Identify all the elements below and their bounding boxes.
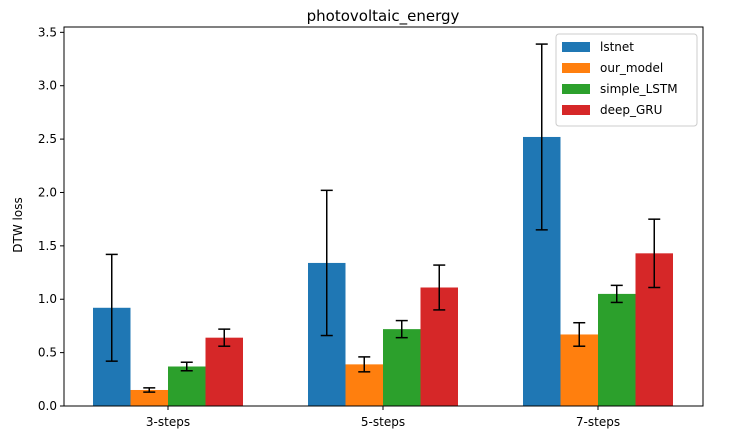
- bar-simple_LSTM-5-steps: [383, 329, 421, 406]
- y-tick-label: 2.5: [38, 132, 57, 146]
- bar-simple_LSTM-3-steps: [168, 366, 206, 406]
- legend-frame: [555, 33, 698, 127]
- legend-swatch-lstnet: [562, 42, 590, 52]
- legend: lstnet our_model simple_LSTM deep_GRU: [555, 33, 698, 127]
- legend-label-our_model: our_model: [600, 61, 663, 75]
- y-tick-label: 2.0: [38, 185, 57, 199]
- y-tick-label: 0.5: [38, 346, 57, 360]
- legend-label-deep_GRU: deep_GRU: [600, 103, 662, 117]
- y-tick-label: 1.0: [38, 292, 57, 306]
- legend-swatch-our_model: [562, 63, 590, 73]
- x-tick-label: 3-steps: [146, 415, 190, 429]
- bar-our_model-3-steps: [130, 389, 168, 406]
- y-tick-label: 3.5: [38, 25, 57, 39]
- chart-title: photovoltaic_energy: [307, 7, 460, 26]
- x-tick-label: 5-steps: [361, 415, 405, 429]
- y-axis-label: DTW loss: [11, 197, 25, 252]
- y-tick-label: 0.0: [38, 399, 57, 413]
- bar-deep_GRU-3-steps: [205, 337, 243, 406]
- legend-swatch-simple_LSTM: [562, 84, 590, 94]
- bar-simple_LSTM-7-steps: [598, 293, 636, 406]
- y-tick-label: 1.5: [38, 239, 57, 253]
- legend-swatch-deep_GRU: [562, 105, 590, 115]
- y-tick-label: 3.0: [38, 79, 57, 93]
- x-tick-label: 7-steps: [576, 415, 620, 429]
- legend-label-simple_LSTM: simple_LSTM: [600, 82, 678, 96]
- legend-label-lstnet: lstnet: [600, 40, 634, 54]
